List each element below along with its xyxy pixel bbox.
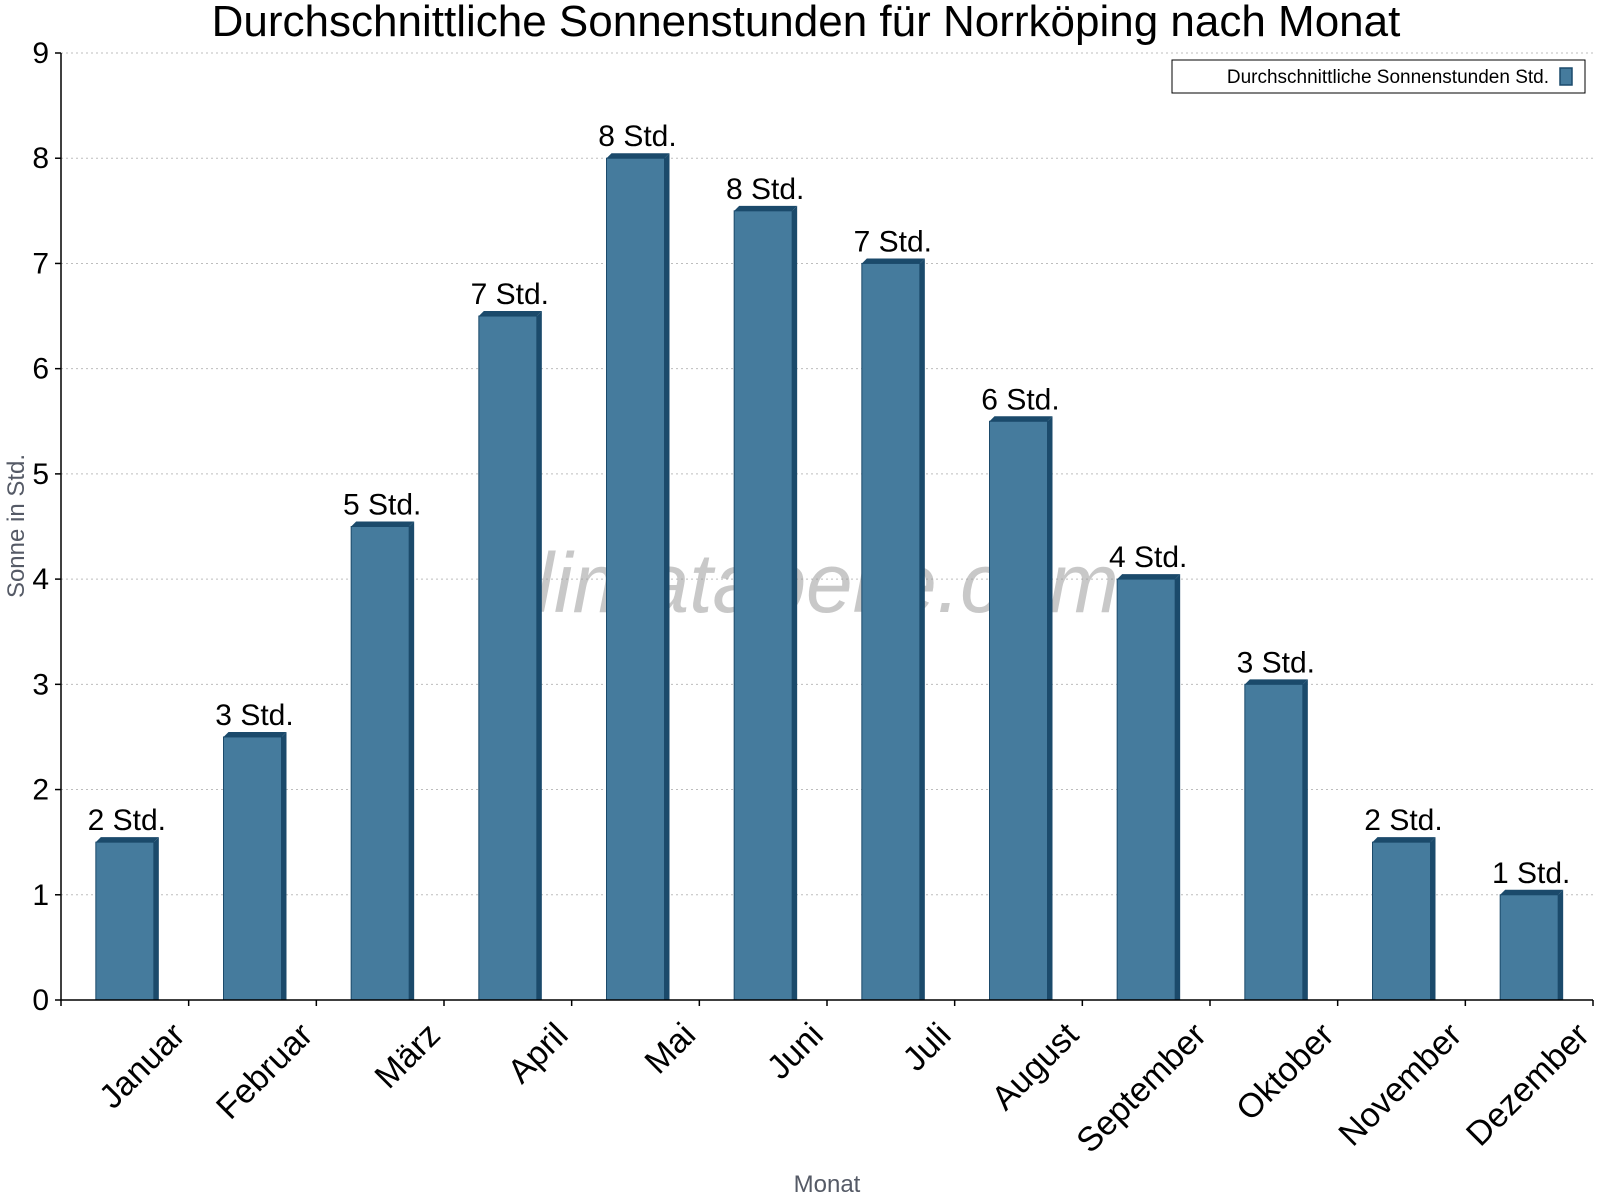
data-label: 3 Std. <box>1237 646 1315 679</box>
bar-front <box>1372 841 1431 1001</box>
bar-side <box>409 521 415 1000</box>
bar-front <box>733 210 793 1001</box>
bar-top <box>1372 837 1436 843</box>
y-axis-ticks: 0 1 2 3 4 5 6 7 8 9 <box>32 37 61 1017</box>
y-tick-label: 4 <box>32 563 49 596</box>
bar-top <box>351 521 415 527</box>
bar-side <box>919 258 925 1000</box>
x-tick-label: September <box>1069 1016 1213 1160</box>
bar-januar <box>95 837 159 1001</box>
x-tick-label: Juni <box>760 1016 831 1087</box>
bar-top <box>223 731 287 737</box>
bars <box>95 153 1564 1001</box>
y-tick-label: 6 <box>32 353 49 386</box>
bar-top <box>606 153 670 159</box>
chart-title: Durchschnittliche Sonnenstunden für Norr… <box>212 0 1401 46</box>
data-label: 4 Std. <box>1109 541 1187 574</box>
bar-front <box>1116 578 1176 1001</box>
bar-top <box>861 258 925 264</box>
data-label: 5 Std. <box>343 489 421 522</box>
x-tick-label: November <box>1331 1016 1469 1154</box>
data-label: 2 Std. <box>88 804 166 837</box>
y-axis-title: Sonne in Std. <box>3 454 30 598</box>
y-tick-label: 7 <box>32 247 49 280</box>
bar-side <box>1430 837 1436 1000</box>
data-label: 7 Std. <box>471 278 549 311</box>
bar-front <box>223 736 282 1001</box>
bar-front <box>606 157 665 1001</box>
data-label: 2 Std. <box>1364 804 1442 837</box>
legend-swatch <box>1559 67 1573 86</box>
x-tick-label: April <box>500 1016 575 1091</box>
bar-side <box>664 153 670 1000</box>
x-tick-label: Juli <box>896 1016 959 1079</box>
bar-front <box>95 841 155 1001</box>
bar-front <box>989 420 1048 1001</box>
bar-april <box>478 311 542 1001</box>
bar-side <box>1302 679 1308 1000</box>
y-tick-label: 1 <box>32 879 49 912</box>
y-tick-label: 8 <box>32 142 49 175</box>
data-label: 1 Std. <box>1492 857 1570 890</box>
x-tick-label: Oktober <box>1229 1016 1341 1128</box>
bar-top <box>734 205 798 211</box>
data-label: 8 Std. <box>598 120 676 153</box>
bar-side <box>1558 889 1564 1000</box>
bar-juli <box>861 258 925 1001</box>
bar-side <box>281 731 287 1000</box>
y-tick-label: 9 <box>32 37 49 70</box>
bar-februar <box>223 731 287 1001</box>
bar-top <box>1117 574 1181 580</box>
bar-side <box>536 311 542 1000</box>
data-label: 6 Std. <box>981 383 1059 416</box>
data-label: 8 Std. <box>726 173 804 206</box>
x-tick-label: März <box>367 1016 447 1096</box>
grid-lines <box>61 52 1593 896</box>
bar-front <box>1244 683 1304 1001</box>
bar-september <box>1116 574 1181 1001</box>
bar-november <box>1372 837 1436 1001</box>
x-tick-label: Dezember <box>1459 1016 1597 1154</box>
x-tick-label: Januar <box>92 1016 192 1116</box>
bar-front <box>861 262 921 1001</box>
bar-august <box>989 416 1053 1001</box>
bar-oktober <box>1244 679 1308 1001</box>
bar-side <box>1175 574 1181 1000</box>
x-axis-title: Monat <box>794 1171 861 1198</box>
legend-box <box>1171 59 1586 94</box>
bar-top <box>95 837 159 843</box>
bar-front <box>350 526 410 1001</box>
bar-side <box>792 205 798 1001</box>
y-tick-label: 2 <box>32 774 49 807</box>
data-label: 3 Std. <box>215 699 293 732</box>
x-tick-label: Mai <box>638 1016 704 1082</box>
bar-front <box>478 315 538 1001</box>
y-tick-label: 5 <box>32 458 49 491</box>
bar-top <box>1500 889 1564 895</box>
data-label: 7 Std. <box>854 225 932 258</box>
bar-märz <box>350 521 415 1001</box>
bar-side <box>1047 416 1053 1000</box>
bar-side <box>153 837 159 1000</box>
x-tick-label: August <box>984 1015 1086 1117</box>
bar-juni <box>733 205 798 1001</box>
bar-mai <box>606 153 670 1001</box>
data-labels: 2 Std. 3 Std. 5 Std. 7 Std. 8 Std. 8 Std. 7 St… <box>88 120 1571 890</box>
bar-top <box>478 311 542 317</box>
bar-top <box>989 416 1053 422</box>
bar-front <box>1499 894 1559 1001</box>
y-tick-label: 0 <box>32 984 49 1017</box>
x-tick-label: Februar <box>209 1016 320 1127</box>
x-axis: Januar Februar März April Mai Juni Juli AugustS… <box>60 1000 1597 1160</box>
bar-dezember <box>1499 889 1564 1001</box>
y-tick-label: 3 <box>32 668 49 701</box>
bar-top <box>1244 679 1308 685</box>
legend-series-label: Durchschnittliche Sonnenstunden Std. <box>1227 67 1549 88</box>
legend: Durchschnittliche Sonnenstunden Std. <box>1171 59 1586 94</box>
